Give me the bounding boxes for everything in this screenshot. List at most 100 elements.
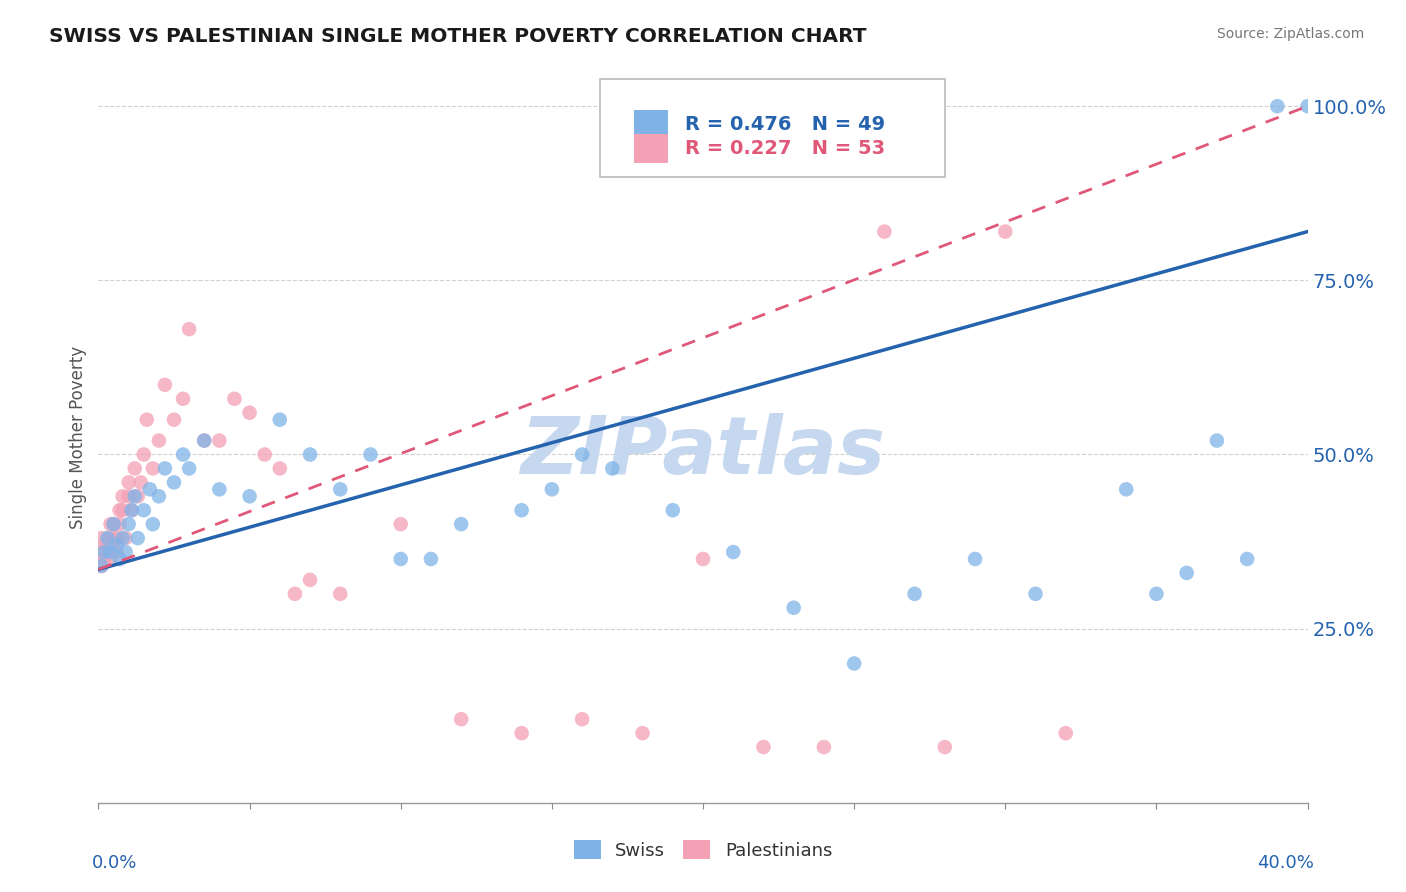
Point — [299, 448, 322, 462]
Point — [1267, 99, 1289, 113]
Point — [329, 587, 352, 601]
Point — [299, 573, 322, 587]
Point — [103, 517, 125, 532]
Point — [1144, 587, 1167, 601]
Point — [994, 225, 1017, 239]
Point — [103, 517, 125, 532]
Point — [360, 448, 382, 462]
Text: ZIPatlas: ZIPatlas — [520, 413, 886, 491]
Point — [1024, 587, 1046, 601]
Point — [90, 545, 112, 559]
Point — [1296, 99, 1319, 113]
Point — [269, 461, 291, 475]
Point — [571, 448, 593, 462]
Point — [1236, 552, 1258, 566]
Point — [132, 448, 155, 462]
Point — [153, 461, 176, 475]
Point — [239, 406, 262, 420]
Y-axis label: Single Mother Poverty: Single Mother Poverty — [69, 345, 87, 529]
Point — [100, 552, 122, 566]
Point — [96, 545, 118, 559]
Point — [1206, 434, 1229, 448]
Point — [153, 377, 176, 392]
Point — [111, 489, 134, 503]
Point — [752, 740, 775, 755]
Point — [329, 483, 352, 497]
Point — [100, 545, 122, 559]
Point — [844, 657, 866, 671]
Point — [661, 503, 683, 517]
Point — [873, 225, 896, 239]
Point — [93, 552, 115, 566]
Point — [783, 600, 806, 615]
Point — [934, 740, 956, 755]
Point — [389, 517, 412, 532]
Point — [105, 531, 128, 545]
Point — [163, 412, 186, 426]
Point — [1115, 483, 1137, 497]
Point — [108, 503, 131, 517]
Point — [269, 412, 291, 426]
Point — [389, 552, 412, 566]
Point — [571, 712, 593, 726]
Point — [510, 503, 533, 517]
Point — [172, 448, 194, 462]
Point — [132, 503, 155, 517]
Point — [142, 517, 165, 532]
Text: R = 0.227   N = 53: R = 0.227 N = 53 — [685, 139, 884, 158]
Point — [148, 489, 170, 503]
Point — [510, 726, 533, 740]
Point — [100, 517, 122, 532]
Text: 0.0%: 0.0% — [93, 854, 138, 872]
Point — [105, 538, 128, 552]
Point — [108, 517, 131, 532]
Point — [121, 503, 143, 517]
Point — [179, 461, 201, 475]
Point — [118, 517, 141, 532]
Point — [163, 475, 186, 490]
Point — [121, 503, 143, 517]
Point — [129, 475, 152, 490]
Point — [90, 531, 112, 545]
Point — [193, 434, 215, 448]
Point — [127, 489, 149, 503]
Point — [127, 531, 149, 545]
Text: R = 0.476   N = 49: R = 0.476 N = 49 — [685, 115, 884, 134]
Point — [208, 483, 231, 497]
Point — [631, 726, 654, 740]
Point — [96, 531, 118, 545]
Point — [93, 538, 115, 552]
Point — [1054, 726, 1077, 740]
Point — [124, 489, 146, 503]
Point — [118, 489, 141, 503]
Point — [105, 545, 128, 559]
Point — [124, 461, 146, 475]
Point — [148, 434, 170, 448]
FancyBboxPatch shape — [600, 78, 945, 178]
Point — [139, 483, 162, 497]
FancyBboxPatch shape — [634, 134, 668, 163]
Point — [904, 587, 927, 601]
Point — [450, 712, 472, 726]
Legend: Swiss, Palestinians: Swiss, Palestinians — [567, 832, 839, 867]
Point — [450, 517, 472, 532]
Point — [93, 545, 115, 559]
Point — [142, 461, 165, 475]
Point — [1175, 566, 1198, 580]
Point — [114, 531, 136, 545]
Point — [118, 475, 141, 490]
FancyBboxPatch shape — [634, 110, 668, 139]
Point — [239, 489, 262, 503]
Text: SWISS VS PALESTINIAN SINGLE MOTHER POVERTY CORRELATION CHART: SWISS VS PALESTINIAN SINGLE MOTHER POVER… — [49, 27, 866, 45]
Point — [208, 434, 231, 448]
Point — [224, 392, 246, 406]
Point — [284, 587, 307, 601]
Point — [135, 412, 157, 426]
Point — [540, 483, 562, 497]
Point — [111, 503, 134, 517]
Point — [90, 558, 112, 573]
Point — [420, 552, 443, 566]
Point — [179, 322, 201, 336]
Point — [108, 552, 131, 566]
Text: Source: ZipAtlas.com: Source: ZipAtlas.com — [1216, 27, 1364, 41]
